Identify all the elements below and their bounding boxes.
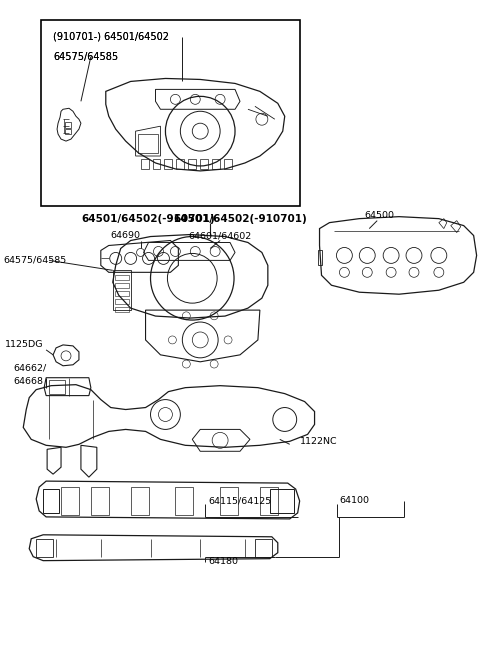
Text: 64662/: 64662/ (13, 363, 47, 373)
Text: 64501/64502(-910701): 64501/64502(-910701) (173, 214, 307, 223)
Text: 64575/64585: 64575/64585 (53, 52, 118, 62)
Text: 64180: 64180 (208, 557, 238, 566)
Text: 1125DG: 1125DG (5, 340, 44, 350)
Text: 64575/64585: 64575/64585 (53, 52, 118, 62)
Bar (41, 20, 300, 206)
Text: 64100: 64100 (339, 497, 370, 505)
Text: 64668: 64668 (13, 377, 43, 386)
Text: (910701-) 64501/64502: (910701-) 64501/64502 (53, 32, 169, 41)
Text: 1122NC: 1122NC (300, 437, 337, 446)
Text: 64601/64602: 64601/64602 (188, 231, 252, 240)
Text: 64500: 64500 (364, 211, 394, 220)
Text: 64501/64502(-910701): 64501/64502(-910701) (82, 214, 216, 223)
Text: 64690: 64690 (111, 231, 141, 240)
Text: (910701-) 64501/64502: (910701-) 64501/64502 (53, 32, 169, 41)
Text: 64115/64125: 64115/64125 (208, 497, 271, 505)
Text: 64575/64585: 64575/64585 (3, 256, 67, 265)
